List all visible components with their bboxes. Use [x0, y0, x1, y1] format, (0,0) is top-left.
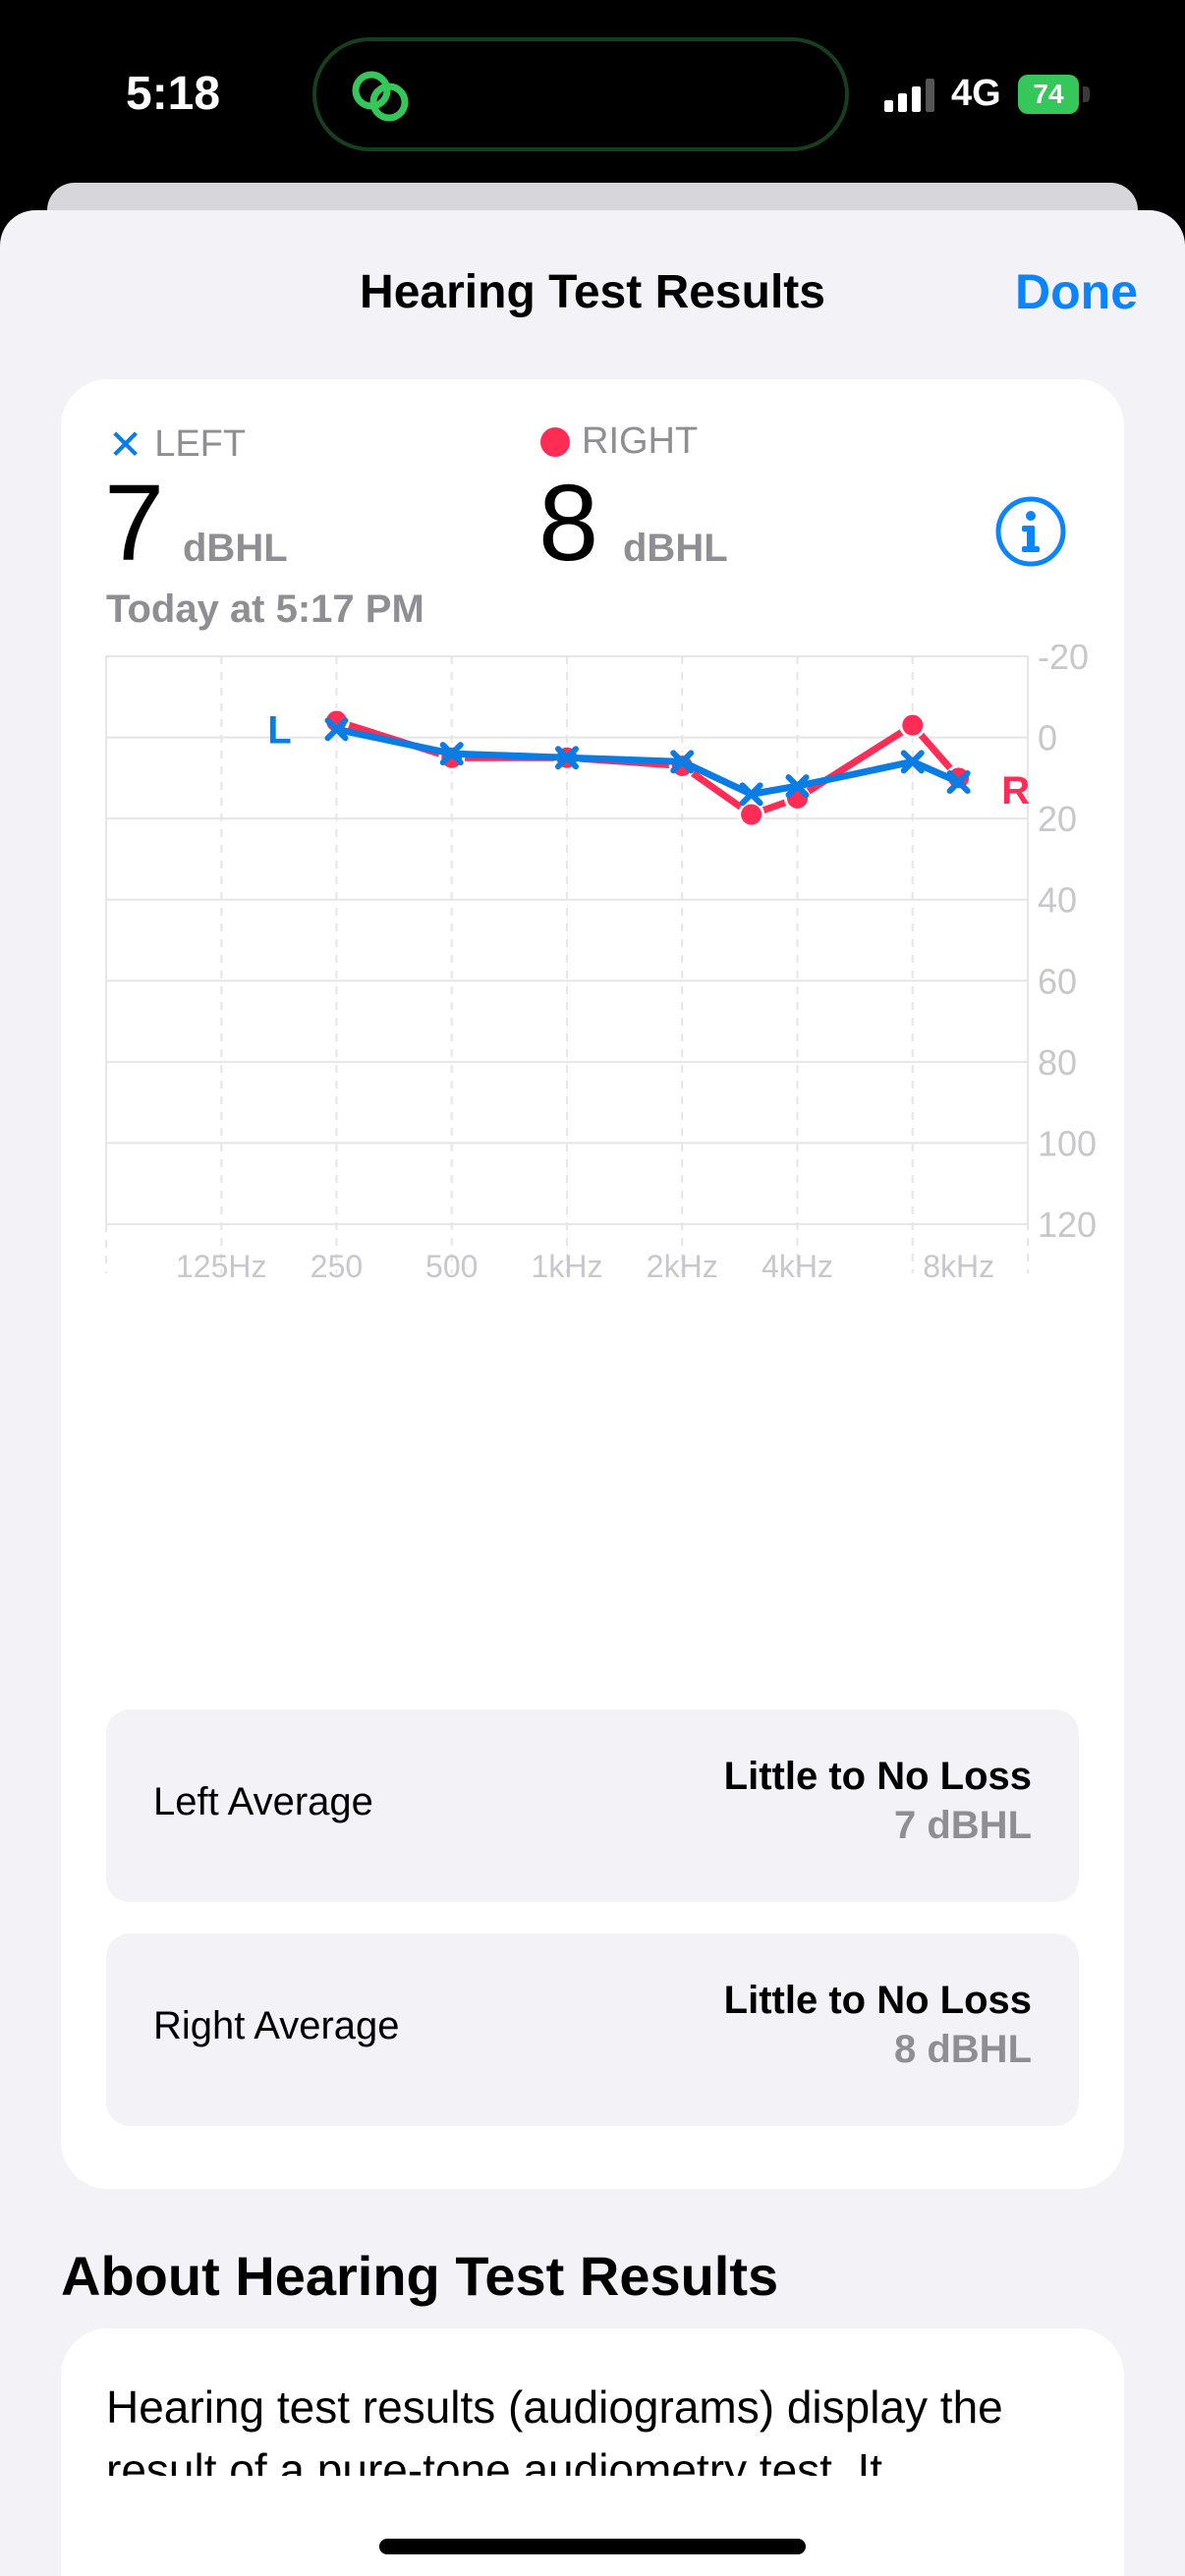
battery-icon: 74	[1018, 75, 1079, 114]
results-sheet: Hearing Test Results Done ✕ LEFT RIGHT 7…	[0, 210, 1185, 2576]
y-tick-label: 40	[1038, 880, 1077, 921]
data-point-left	[900, 750, 925, 774]
about-text: Hearing test results (audiograms) displa…	[106, 2381, 1003, 2476]
x-marker-stroke	[324, 717, 349, 742]
data-point-left	[439, 742, 464, 766]
audiogram-card: ✕ LEFT RIGHT 7 dBHL 8 dBHL Today at 5:17…	[61, 379, 1124, 2189]
about-clip: Hearing test results (audiograms) displa…	[61, 2328, 1124, 2476]
x-marker-stroke	[900, 750, 925, 774]
x-tick-label: 4kHz	[762, 1249, 833, 1284]
data-point-left	[739, 782, 763, 807]
x-tick-label: 1kHz	[532, 1249, 603, 1284]
data-point-left	[555, 746, 579, 770]
left-ear-legend: ✕ LEFT	[108, 420, 246, 469]
right-average-label: Right Average	[153, 2004, 400, 2047]
left-ear-label: LEFT	[154, 423, 247, 465]
x-marker-stroke	[785, 774, 810, 799]
series-line-l	[335, 725, 961, 798]
info-circle-icon[interactable]	[994, 495, 1067, 568]
series-label-right: R	[1001, 769, 1030, 812]
x-marker-stroke	[946, 769, 971, 794]
cellular-signal-icon	[884, 79, 934, 112]
x-tick-label: 8kHz	[923, 1249, 994, 1284]
y-tick-label: 100	[1038, 1123, 1097, 1163]
x-tick-label: 2kHz	[647, 1249, 718, 1284]
battery-tip	[1083, 86, 1090, 102]
series-label-left: L	[267, 708, 291, 752]
right-average-status: Little to No Loss	[723, 1979, 1032, 2022]
about-section-title: About Hearing Test Results	[61, 2245, 779, 2307]
y-tick-label: 80	[1038, 1042, 1077, 1083]
data-point-left	[946, 769, 971, 794]
network-type: 4G	[951, 73, 1001, 114]
right-average-value: 8 dBHL	[894, 2028, 1032, 2071]
x-marker-icon: ✕	[108, 421, 143, 468]
dynamic-island[interactable]	[312, 37, 849, 151]
x-marker-stroke	[439, 742, 464, 766]
left-ear-unit: dBHL	[183, 527, 288, 570]
series-line-r	[335, 717, 962, 818]
y-tick-label: 0	[1038, 718, 1057, 758]
data-point-left	[324, 717, 349, 742]
left-average-status: Little to No Loss	[723, 1755, 1032, 1798]
about-card: Hearing test results (audiograms) displa…	[61, 2328, 1124, 2576]
home-indicator[interactable]	[379, 2539, 806, 2554]
page-title: Hearing Test Results	[360, 266, 825, 318]
right-average-row[interactable]: Right Average Little to No Loss 8 dBHL	[106, 1933, 1079, 2126]
x-tick-label: 125Hz	[176, 1249, 267, 1284]
right-ear-value: 8	[538, 463, 599, 584]
done-button[interactable]: Done	[1015, 264, 1138, 319]
right-ear-legend: RIGHT	[540, 420, 698, 463]
left-average-row[interactable]: Left Average Little to No Loss 7 dBHL	[106, 1709, 1079, 1902]
right-ear-unit: dBHL	[623, 527, 728, 570]
y-tick-label: -20	[1038, 644, 1089, 677]
left-average-label: Left Average	[153, 1780, 373, 1823]
dot-marker-icon	[540, 426, 570, 457]
left-ear-value: 7	[104, 463, 165, 584]
status-bar: 5:18 4G 74	[0, 0, 1185, 187]
link-rings-icon	[352, 71, 409, 122]
status-time: 5:18	[126, 68, 221, 120]
left-average-value: 7 dBHL	[894, 1804, 1032, 1847]
data-point-left	[785, 774, 810, 799]
x-marker-stroke	[670, 750, 695, 774]
audiogram-chart: -20 0 20 40 60 80 100 120 125Hz 250 500 1kHz 2kHz 4kH…	[105, 644, 1097, 1284]
right-ear-label: RIGHT	[582, 420, 699, 462]
x-tick-label: 250	[310, 1249, 363, 1284]
y-tick-label: 60	[1038, 961, 1077, 1001]
battery-level: 74	[1033, 79, 1064, 109]
data-point-right	[738, 801, 765, 828]
y-tick-label: 120	[1038, 1204, 1097, 1245]
x-marker-stroke	[555, 746, 579, 770]
data-point-right	[899, 711, 927, 739]
y-tick-label: 20	[1038, 799, 1077, 839]
x-tick-label: 500	[425, 1249, 478, 1284]
test-timestamp: Today at 5:17 PM	[106, 588, 424, 631]
x-marker-stroke	[739, 782, 763, 807]
data-point-left	[670, 750, 695, 774]
